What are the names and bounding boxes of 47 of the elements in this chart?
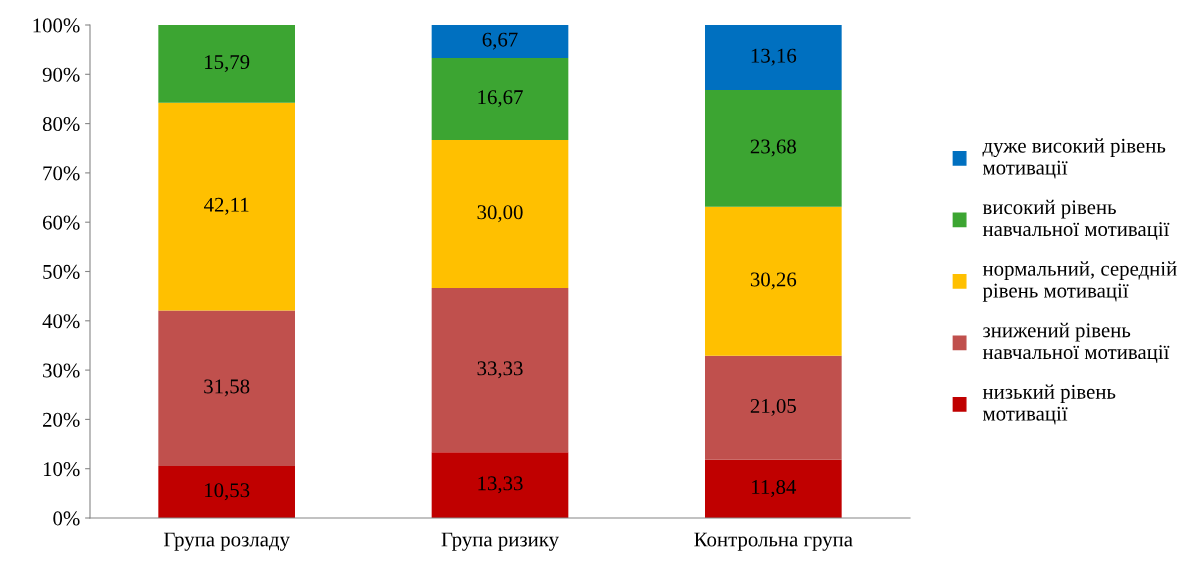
data-label: 23,68 [750,139,796,157]
y-tick-label: 100% [33,18,80,33]
bar [705,206,842,356]
y-tick-label: 40% [42,314,80,329]
y-tick-label: 10% [43,462,80,477]
data-label: 31,58 [204,379,250,397]
y-tick-label: 60% [42,215,80,230]
bar [158,25,295,103]
y-tick-label: 20% [43,412,80,427]
legend-label: низький рівень мотивації [982,384,1116,425]
bar [158,466,295,518]
data-label: 21,05 [750,398,796,416]
bar [431,57,569,141]
data-label: 10,53 [205,483,250,501]
x-tick-label: Група ризику [441,532,559,551]
data-label: 15,79 [205,55,250,73]
y-tick-label: 0% [53,511,80,526]
legend-label: дуже високий рівень мотивації [982,138,1166,179]
bar [431,452,569,518]
data-label: 11,84 [752,479,797,498]
y-tick-label: 90% [42,67,80,82]
x-tick-label: Контрольна група [694,532,853,551]
data-label: 30,00 [477,205,523,223]
data-label: 42,11 [204,197,249,215]
legend-label: високий рівень навчальної мотивації [982,199,1170,240]
y-tick-label: 50% [43,264,80,279]
legend-label: знижений рівень навчальної мотивації [982,322,1170,363]
bar [158,102,295,311]
data-label: 13,33 [478,476,523,494]
data-label: 13,16 [751,48,797,66]
data-label: 30,26 [750,272,797,290]
bar [705,459,842,518]
data-label: 16,67 [478,90,523,108]
y-tick-label: 80% [42,116,80,132]
y-tick-label: 30% [43,363,80,378]
bar [705,355,842,460]
y-tick-label: 70% [43,166,80,181]
legend-label: нормальний, середній рівень мотивації [982,261,1177,302]
bar [431,287,569,453]
data-label: 33,33 [477,361,523,379]
bar [158,310,295,467]
x-tick-label: Група розладу [163,532,290,551]
bar [431,140,569,288]
bar [705,25,842,90]
bar [431,25,569,58]
data-label: 6,67 [482,32,518,50]
bar [705,89,842,207]
